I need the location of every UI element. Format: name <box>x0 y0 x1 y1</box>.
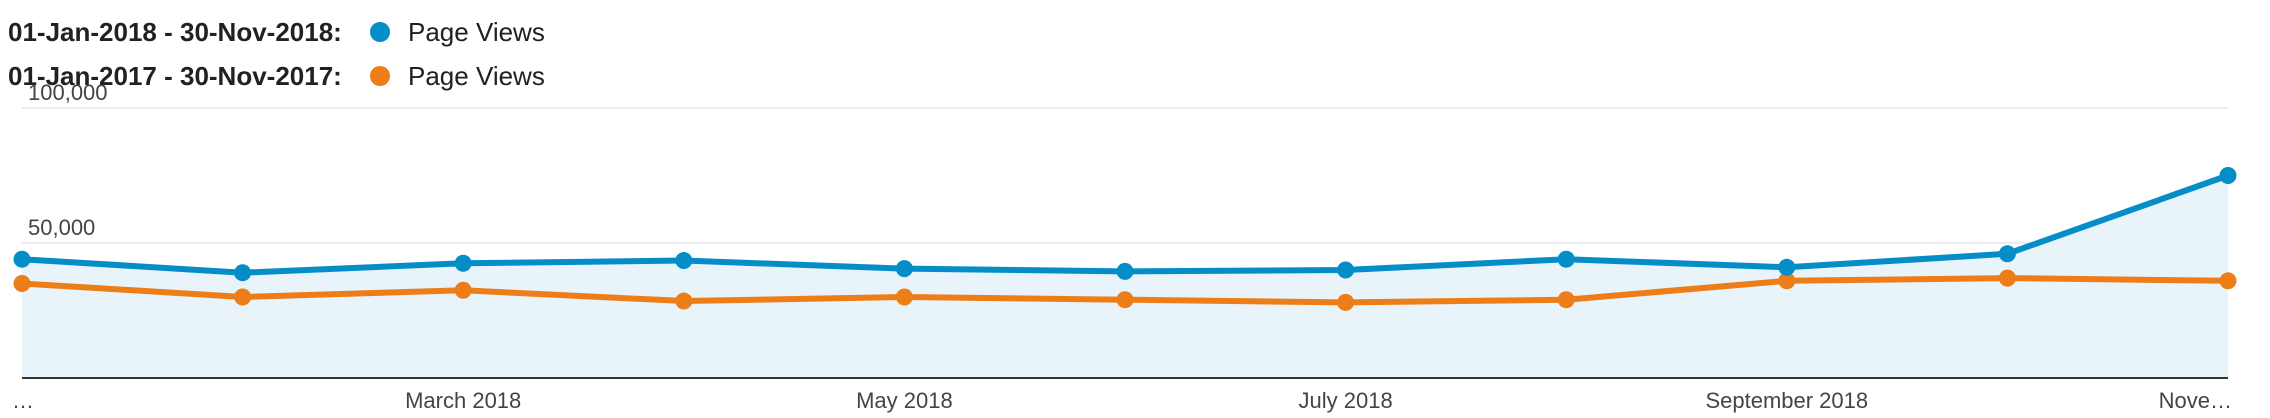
x-tick-label: March 2018 <box>405 388 521 413</box>
data-point <box>2219 167 2237 184</box>
data-point <box>675 252 693 270</box>
data-point <box>454 254 472 272</box>
data-point <box>13 275 31 292</box>
legend: 01-Jan-2018 - 30-Nov-2018: Page Views 01… <box>8 10 545 98</box>
series-line <box>19 172 2231 276</box>
x-tick-label: … <box>12 388 34 413</box>
data-point <box>234 264 252 282</box>
data-point <box>13 250 31 268</box>
data-point <box>1557 291 1575 309</box>
x-tick-label: July 2018 <box>1299 388 1393 413</box>
data-point <box>1998 269 2016 287</box>
grid <box>22 107 2228 244</box>
legend-dot-icon <box>370 22 390 42</box>
data-point <box>1337 261 1355 279</box>
legend-row-2017[interactable]: 01-Jan-2017 - 30-Nov-2017: Page Views <box>8 54 545 98</box>
series-lines <box>13 167 2237 311</box>
legend-range-2017: 01-Jan-2017 - 30-Nov-2017: <box>8 60 342 91</box>
data-point <box>1998 245 2016 263</box>
x-tick-label: Nove… <box>2159 388 2232 413</box>
data-point <box>234 288 252 306</box>
y-tick-label: 50,000 <box>28 215 95 240</box>
data-point <box>1778 258 1796 276</box>
data-point <box>1337 293 1355 311</box>
labels: 50,000 100,000 … March 2018 May 2018 July 201… <box>12 80 2232 413</box>
data-point <box>1557 250 1575 268</box>
data-point <box>1116 291 1134 309</box>
data-point <box>1778 272 1796 290</box>
x-tick-label: May 2018 <box>856 388 953 413</box>
data-point <box>1116 262 1134 280</box>
legend-dot-icon <box>370 66 390 86</box>
data-point <box>2219 272 2237 290</box>
legend-series-name: Page Views <box>408 16 545 47</box>
data-point <box>454 281 472 299</box>
data-point <box>895 288 913 306</box>
legend-range-2018: 01-Jan-2018 - 30-Nov-2018: <box>8 16 342 47</box>
data-point <box>895 260 913 278</box>
x-tick-label: September 2018 <box>1705 388 1868 413</box>
legend-series-name: Page Views <box>408 60 545 91</box>
legend-row-2018[interactable]: 01-Jan-2018 - 30-Nov-2018: Page Views <box>8 10 545 54</box>
y-tick-label: 100,000 <box>28 80 108 105</box>
data-point <box>675 292 693 310</box>
